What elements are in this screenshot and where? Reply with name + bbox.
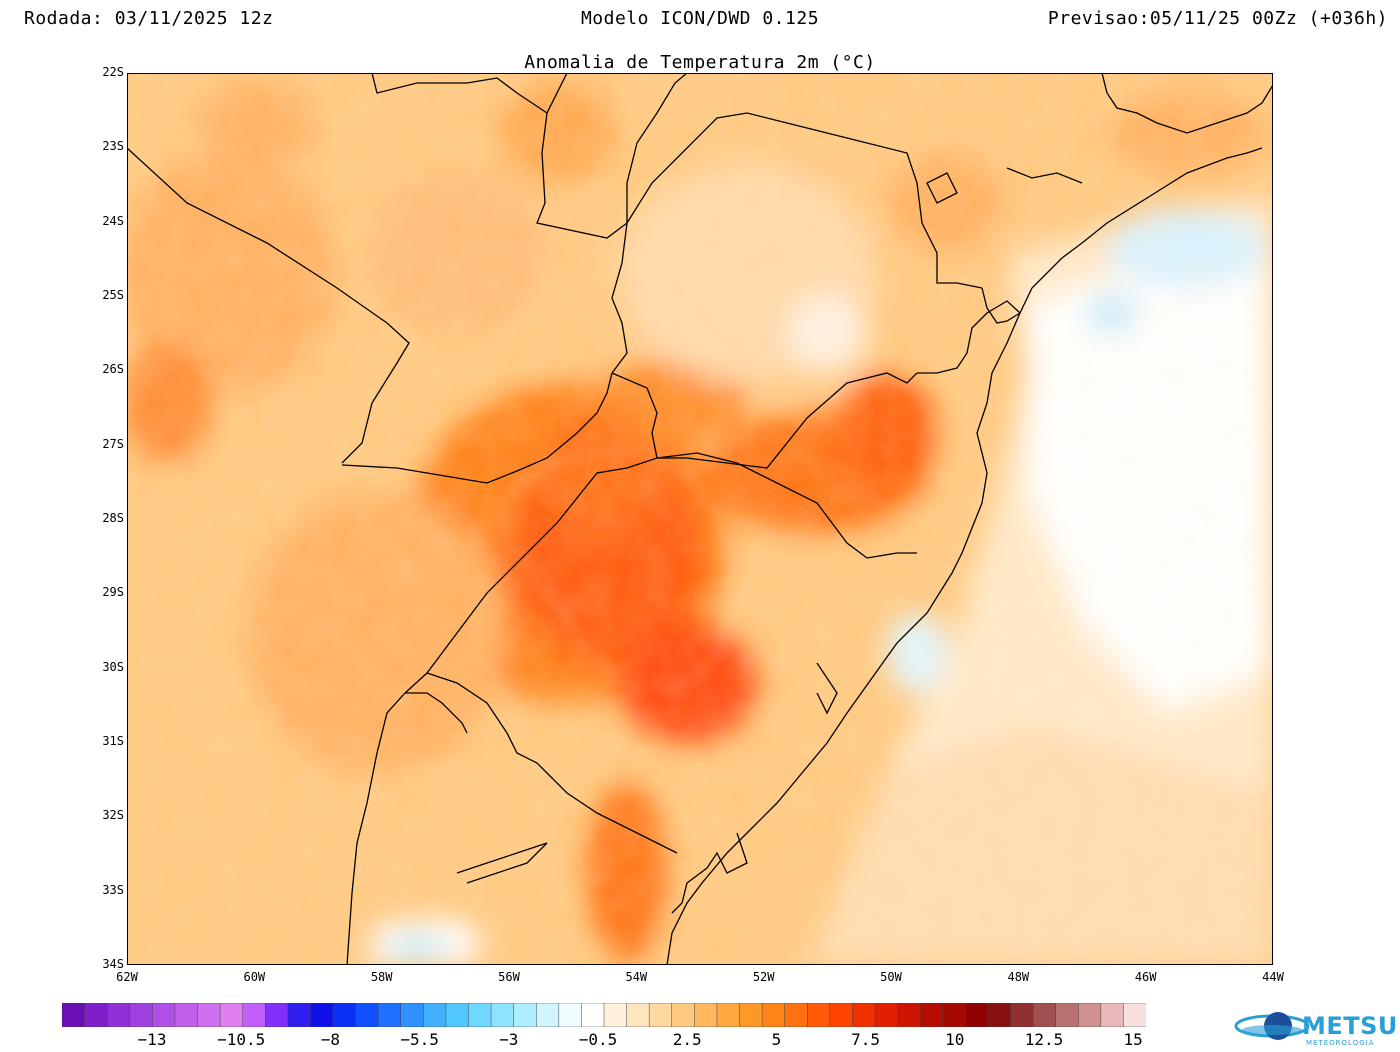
colorbar-tick-label: −0.5: [578, 1030, 618, 1049]
colorbar-tick-label: 5: [771, 1030, 782, 1049]
colorbar-swatch: [581, 1003, 605, 1027]
run-label: Rodada: 03/11/2025 12z: [24, 8, 274, 29]
lon-tick-label: 46W: [1134, 970, 1157, 984]
colorbar-swatch: [716, 1003, 741, 1027]
lat-tick-label: 23S: [102, 139, 124, 154]
colorbar-swatch: [106, 1003, 131, 1027]
colorbar-swatch: [84, 1003, 108, 1027]
colorbar-tick-label: 12.5: [1024, 1030, 1064, 1049]
colorbar-swatch: [852, 1003, 876, 1027]
colorbar-swatch: [1032, 1003, 1057, 1027]
colorbar-swatch: [829, 1003, 854, 1027]
lat-tick-label: 31S: [102, 734, 124, 748]
colorbar-swatch: [513, 1003, 537, 1027]
colorbar-swatch: [265, 1003, 289, 1027]
colorbar-swatch: [1123, 1003, 1146, 1027]
lat-tick-label: 24S: [102, 213, 124, 228]
lon-tick-label: 62W: [116, 970, 138, 984]
colorbar-tick-label: −10.5: [217, 1030, 266, 1049]
colorbar-tick-label: 15: [1123, 1030, 1143, 1049]
colorbar-swatch: [174, 1003, 199, 1027]
colorbar-swatch: [423, 1003, 447, 1027]
brand-name: METSUL: [1302, 1012, 1400, 1040]
anomaly-field: [127, 73, 1273, 965]
forecast-label: Previsao:05/11/25 00Zz (+036h): [1047, 8, 1388, 29]
brand-tagline: METEOROLOGIA: [1306, 1039, 1375, 1047]
colorbar-swatch: [919, 1003, 944, 1027]
colorbar-swatch: [942, 1003, 967, 1027]
colorbar-swatch: [332, 1003, 357, 1027]
model-label: Modelo ICON/DWD 0.125: [580, 8, 820, 29]
lat-tick-label: 33S: [102, 882, 124, 897]
colorbar-swatch: [1078, 1003, 1102, 1027]
colorbar-swatch: [242, 1003, 267, 1027]
lat-tick-label: 22S: [102, 65, 124, 79]
lat-tick-label: 26S: [102, 362, 124, 377]
lon-tick-label: 48W: [1007, 970, 1030, 984]
colorbar-swatch: [129, 1003, 154, 1027]
metsul-logo-icon: [1234, 1012, 1310, 1040]
colorbar-tick-label: 10: [945, 1030, 965, 1049]
colorbar-tick-label: −8: [320, 1030, 341, 1049]
map-title: Anomalia de Temperatura 2m (°C): [524, 52, 876, 73]
colorbar-swatch: [671, 1003, 696, 1027]
colorbar-swatch: [965, 1003, 989, 1027]
lat-tick-label: 30S: [102, 659, 124, 674]
colorbar-swatch: [558, 1003, 583, 1027]
colorbar-tick-label: −3: [499, 1030, 519, 1049]
colorbar: [62, 1003, 1146, 1027]
colorbar-swatch: [761, 1003, 786, 1027]
colorbar-swatch: [197, 1003, 221, 1027]
colorbar-swatch: [355, 1003, 379, 1027]
lon-tick-label: 50W: [880, 970, 902, 984]
colorbar-swatch: [468, 1003, 492, 1027]
colorbar-swatch: [536, 1003, 560, 1027]
colorbar-tick-label: −13: [137, 1030, 167, 1049]
lon-tick-label: 60W: [243, 970, 266, 984]
colorbar-tick-label: 7.5: [851, 1030, 881, 1049]
colorbar-swatch: [874, 1003, 899, 1027]
colorbar-swatch: [987, 1003, 1012, 1027]
colorbar-swatch: [694, 1003, 718, 1027]
colorbar-tick-label: −5.5: [400, 1030, 439, 1049]
colorbar-swatch: [603, 1003, 628, 1027]
colorbar-swatch: [219, 1003, 244, 1027]
colorbar-swatch: [1100, 1003, 1125, 1027]
lon-tick-label: 56W: [498, 970, 520, 984]
lat-tick-label: 25S: [102, 288, 124, 302]
colorbar-swatch: [445, 1003, 470, 1027]
lat-tick-label: 32S: [102, 808, 124, 823]
lat-tick-label: 29S: [102, 585, 124, 600]
colorbar-swatch: [626, 1003, 650, 1027]
colorbar-swatch: [62, 1003, 86, 1027]
colorbar-swatch: [1010, 1003, 1034, 1027]
colorbar-tick-label: 2.5: [672, 1030, 702, 1049]
colorbar-swatch: [400, 1003, 425, 1027]
colorbar-swatch: [1055, 1003, 1080, 1027]
temperature-anomaly-map: [127, 73, 1273, 965]
colorbar-swatch: [648, 1003, 673, 1027]
lon-tick-label: 58W: [370, 970, 393, 984]
lat-tick-label: 27S: [102, 436, 124, 451]
lat-tick-label: 28S: [102, 511, 124, 525]
colorbar-swatch: [897, 1003, 921, 1027]
colorbar-swatch: [807, 1003, 831, 1027]
lat-tick-label: 34S: [102, 957, 124, 971]
colorbar-swatch: [490, 1003, 515, 1027]
lon-tick-label: 52W: [752, 970, 775, 984]
colorbar-swatch: [739, 1003, 763, 1027]
colorbar-swatch: [287, 1003, 312, 1027]
lon-tick-label: 54W: [625, 970, 648, 984]
colorbar-swatch: [784, 1003, 809, 1027]
colorbar-swatch: [310, 1003, 334, 1027]
lon-tick-label: 44W: [1262, 970, 1284, 984]
colorbar-swatch: [377, 1003, 402, 1027]
colorbar-swatch: [152, 1003, 176, 1027]
